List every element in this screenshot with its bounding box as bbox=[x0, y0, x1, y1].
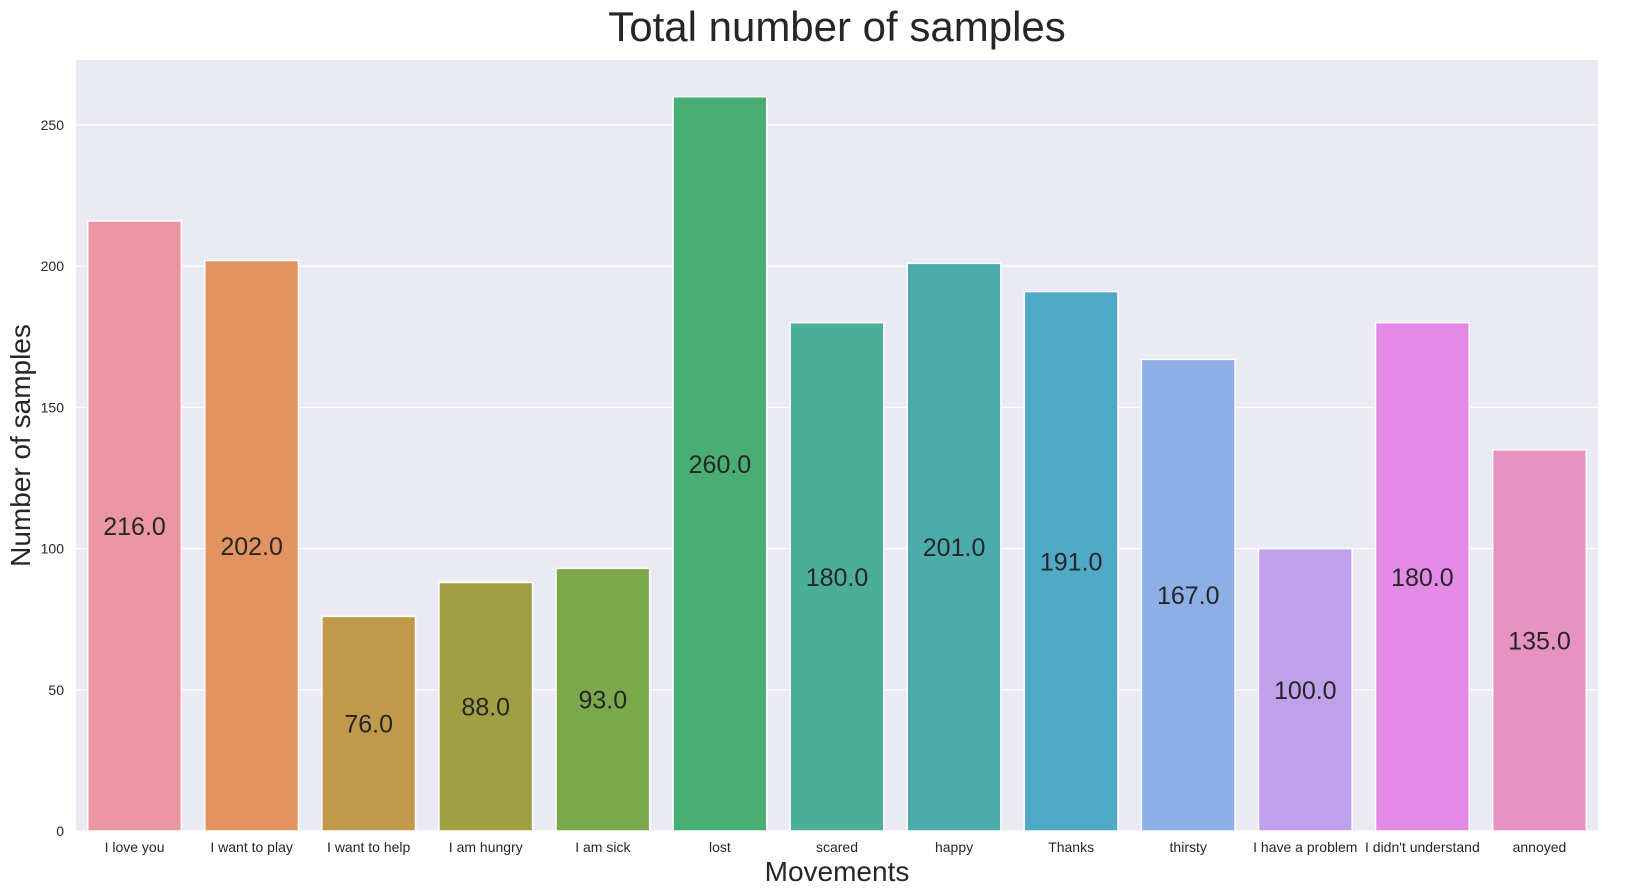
bar-value-label: 100.0 bbox=[1274, 677, 1337, 705]
chart-title: Total number of samples bbox=[608, 3, 1066, 50]
x-tick-label: I want to help bbox=[327, 839, 410, 855]
bar bbox=[906, 262, 1002, 832]
bar bbox=[438, 581, 534, 832]
bar-value-label: 167.0 bbox=[1157, 582, 1220, 610]
bar-value-label: 93.0 bbox=[579, 687, 628, 715]
bar bbox=[555, 567, 651, 832]
bar-value-label: 216.0 bbox=[103, 513, 166, 541]
y-tick-label: 100 bbox=[41, 541, 65, 557]
x-tick-label: I am hungry bbox=[449, 839, 523, 855]
bar bbox=[1491, 448, 1588, 832]
x-tick-label: I want to play bbox=[210, 839, 293, 855]
x-tick-label: I didn't understand bbox=[1365, 839, 1480, 855]
x-tick-label: thirsty bbox=[1170, 839, 1207, 855]
bar-value-label: 180.0 bbox=[1391, 564, 1454, 592]
bar bbox=[672, 95, 768, 832]
x-tick-label: scared bbox=[816, 839, 858, 855]
x-axis-title: Movements bbox=[765, 856, 910, 887]
x-tick-label: I have a problem bbox=[1253, 839, 1357, 855]
y-tick-label: 200 bbox=[41, 258, 65, 274]
bar-value-label: 260.0 bbox=[689, 451, 752, 479]
bar-value-label: 180.0 bbox=[806, 564, 869, 592]
x-axis-ticks: I love you I want to play I want to help I … bbox=[105, 839, 1567, 855]
bar bbox=[86, 220, 183, 832]
bar bbox=[321, 615, 417, 832]
x-tick-label: annoyed bbox=[1513, 839, 1567, 855]
bar bbox=[1374, 321, 1470, 832]
y-axis-title: Number of samples bbox=[5, 324, 36, 567]
x-tick-label: I love you bbox=[105, 839, 165, 855]
x-tick-label: I am sick bbox=[575, 839, 631, 855]
bar bbox=[204, 259, 300, 832]
bar bbox=[1023, 290, 1119, 832]
x-tick-label: lost bbox=[709, 839, 731, 855]
y-tick-label: 150 bbox=[41, 399, 65, 415]
bar-value-label: 202.0 bbox=[220, 533, 283, 561]
bar bbox=[1140, 358, 1236, 832]
y-axis-ticks: 0 50 100 150 200 250 bbox=[41, 117, 65, 839]
x-tick-label: Thanks bbox=[1048, 839, 1094, 855]
x-tick-label: happy bbox=[935, 839, 973, 855]
data-labels: 216.0 202.0 76.0 88.0 93.0 260.0 180.0 201.0 191… bbox=[103, 451, 1570, 739]
bar-value-label: 76.0 bbox=[344, 711, 393, 739]
bar-value-label: 191.0 bbox=[1040, 548, 1103, 576]
bar-value-label: 135.0 bbox=[1508, 627, 1571, 655]
bar-value-label: 88.0 bbox=[461, 694, 510, 722]
bar bbox=[789, 321, 885, 832]
y-tick-label: 250 bbox=[41, 117, 65, 133]
bars bbox=[86, 95, 1588, 832]
bar bbox=[1257, 547, 1353, 832]
y-tick-label: 50 bbox=[48, 682, 64, 698]
y-tick-label: 0 bbox=[56, 823, 64, 839]
bar-value-label: 201.0 bbox=[923, 534, 986, 562]
